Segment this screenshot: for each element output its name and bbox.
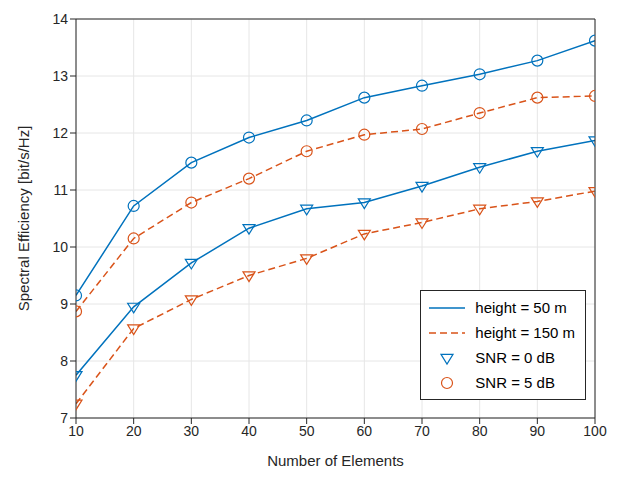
svg-text:40: 40: [241, 423, 257, 439]
svg-text:14: 14: [52, 11, 68, 27]
html-text:height = 150 m: height = 150 m: [475, 324, 575, 341]
svg-text:10: 10: [52, 239, 68, 255]
svg-text:7: 7: [60, 410, 68, 426]
html-text:SNR = 5 dB: SNR = 5 dB: [475, 374, 555, 391]
html-text:SNR = 0 dB: SNR = 0 dB: [475, 349, 555, 366]
svg-text:11: 11: [53, 182, 68, 198]
svg-text:12: 12: [52, 125, 68, 141]
svg-text:90: 90: [530, 423, 546, 439]
svg-text:9: 9: [60, 296, 68, 312]
svg-text:60: 60: [357, 423, 373, 439]
svg-text:70: 70: [414, 423, 430, 439]
svg-text:10: 10: [68, 423, 84, 439]
svg-text:80: 80: [472, 423, 488, 439]
svg-text:13: 13: [52, 68, 68, 84]
svg-text:8: 8: [60, 353, 68, 369]
html-text:height = 50 m: height = 50 m: [475, 299, 567, 316]
svg-text:100: 100: [583, 423, 607, 439]
svg-text:20: 20: [126, 423, 142, 439]
svg-text:50: 50: [299, 423, 315, 439]
svg-text:30: 30: [184, 423, 200, 439]
svg-text:Spectral Efficiency [bit/s/Hz]: Spectral Efficiency [bit/s/Hz]: [15, 126, 32, 312]
svg-text:Number of Elements: Number of Elements: [267, 452, 404, 469]
